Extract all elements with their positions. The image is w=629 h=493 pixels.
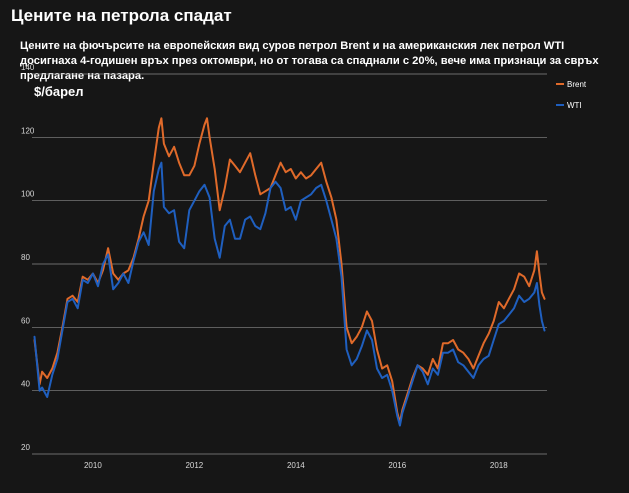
legend-label-brent: Brent: [567, 80, 587, 89]
legend-label-wti: WTI: [567, 101, 582, 110]
x-tick-labels: 2010 2012 2014 2016 2018: [84, 461, 508, 470]
series-lines: [33, 117, 546, 427]
y-tick-label-80: 80: [21, 253, 30, 262]
y-tick-labels: 20 40 60 80 100 120 140: [21, 63, 35, 452]
y-tick-label-20: 20: [21, 443, 30, 452]
gridlines: [32, 73, 547, 455]
legend: Brent WTI: [556, 80, 587, 110]
x-tick-label-2014: 2014: [287, 461, 305, 470]
y-tick-label-40: 40: [21, 380, 30, 389]
x-tick-label-2012: 2012: [185, 461, 203, 470]
y-tick-label-120: 120: [21, 126, 35, 135]
y-tick-label-140: 140: [21, 63, 35, 72]
x-tick-label-2010: 2010: [84, 461, 102, 470]
x-tick-label-2016: 2016: [388, 461, 406, 470]
chart-title: Цените на петрола спадат: [11, 6, 232, 25]
series-line-wti: [33, 161, 546, 427]
y-axis-label: $/барел: [34, 84, 84, 99]
chart-subtitle: Цените на фючърсите на европейския вид с…: [20, 40, 599, 82]
x-tick-label-2018: 2018: [490, 461, 508, 470]
y-tick-label-100: 100: [21, 190, 35, 199]
y-tick-label-60: 60: [21, 316, 30, 325]
